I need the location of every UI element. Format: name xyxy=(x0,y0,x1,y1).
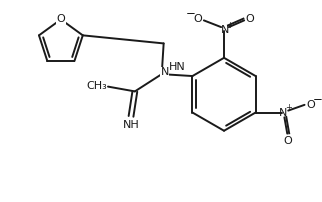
Text: −: − xyxy=(313,93,322,106)
Text: +: + xyxy=(285,103,292,112)
Text: CH₃: CH₃ xyxy=(86,81,107,91)
Text: +: + xyxy=(226,21,233,30)
Text: −: − xyxy=(185,7,195,20)
Text: O: O xyxy=(246,14,254,24)
Text: HN: HN xyxy=(169,62,185,72)
Text: O: O xyxy=(56,14,65,24)
Text: O: O xyxy=(306,100,315,110)
Text: N: N xyxy=(160,67,169,77)
Text: O: O xyxy=(284,136,293,146)
Text: O: O xyxy=(194,14,203,24)
Text: N: N xyxy=(221,25,229,35)
Text: N: N xyxy=(279,107,288,118)
Text: NH: NH xyxy=(123,120,139,130)
